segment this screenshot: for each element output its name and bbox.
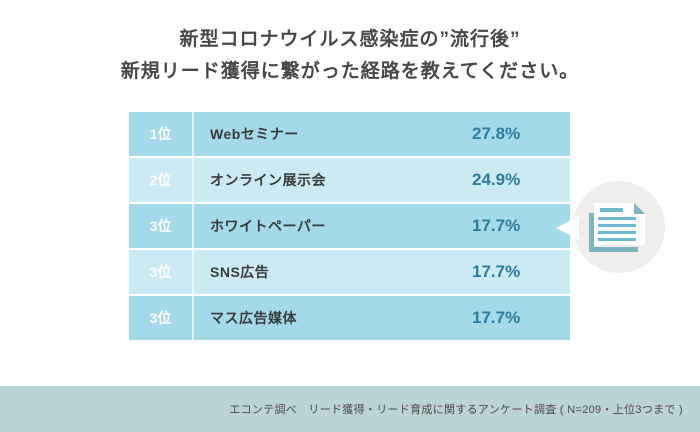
percentage-value: 17.7% <box>472 308 521 327</box>
channel-label: SNS広告 <box>210 264 270 280</box>
title-line-2: 新規リード獲得に繋がった経路を教えてください。 <box>120 61 580 82</box>
channel-label: オンライン展示会 <box>210 172 326 188</box>
table-row: 3位 マス広告媒体 17.7% <box>129 296 570 340</box>
document-icon-fold <box>634 203 645 214</box>
channel-label: マス広告媒体 <box>210 310 297 326</box>
document-icon-frame-bottom <box>589 247 638 252</box>
percentage-value: 17.7% <box>472 262 521 281</box>
footer-band: エコンテ調べ リード獲得・リード育成に関するアンケート調査 ( N=209・上位… <box>0 386 700 432</box>
document-icon <box>589 203 646 253</box>
document-icon-text-line <box>600 208 623 212</box>
rank-cell: 3位 <box>129 296 194 340</box>
table-row: 3位 ホワイトペーパー 17.7% <box>129 204 570 248</box>
source-note: エコンテ調べ リード獲得・リード育成に関するアンケート調査 ( N=209・上位… <box>229 404 683 416</box>
percentage-value: 24.9% <box>472 170 521 189</box>
document-icon-frame-left <box>589 213 594 252</box>
table-row: 3位 SNS広告 17.7% <box>129 250 570 294</box>
rank-cell: 1位 <box>129 112 194 156</box>
page-title: 新型コロナウイルス感染症の”流行後” 新規リード獲得に繋がった経路を教えてくださ… <box>0 24 700 88</box>
table-row: 2位 オンライン展示会 24.9% <box>129 158 570 202</box>
rank-cell: 3位 <box>129 204 194 248</box>
rank-cell: 2位 <box>129 158 194 202</box>
percentage-value: 17.7% <box>472 216 521 235</box>
document-icon-text-line <box>598 238 636 241</box>
rank-cell: 3位 <box>129 250 194 294</box>
channel-label: ホワイトペーパー <box>210 218 326 234</box>
percentage-value: 27.8% <box>472 124 521 143</box>
table-row: 1位 Webセミナー 27.8% <box>129 112 570 156</box>
title-line-1: 新型コロナウイルス感染症の”流行後” <box>179 29 521 50</box>
document-icon-text-line <box>598 217 636 220</box>
channel-label: Webセミナー <box>210 126 299 142</box>
callout-pointer <box>556 216 579 240</box>
ranking-table: 1位 Webセミナー 27.8% 2位 オンライン展示会 24.9% 3位 ホワ… <box>129 112 570 342</box>
document-icon-text-line <box>598 231 636 234</box>
document-icon-text-line <box>598 224 636 227</box>
